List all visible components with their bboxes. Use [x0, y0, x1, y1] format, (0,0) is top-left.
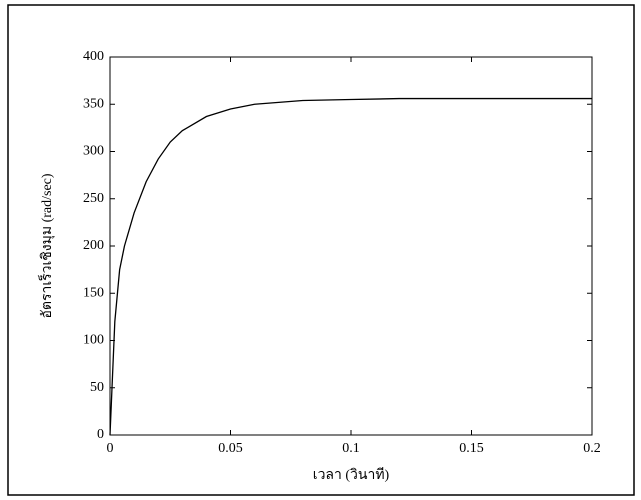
x-tick-label: 0.05 [218, 441, 243, 456]
y-tick-label: 200 [83, 238, 104, 253]
y-axis-label: อัตราเร็วเชิงมุม (rad/sec) [37, 173, 55, 318]
x-tick-label: 0 [107, 441, 114, 456]
y-tick-label: 100 [83, 333, 104, 348]
y-tick-label: 350 [83, 96, 104, 111]
x-axis-label: เวลา (วินาที) [313, 467, 390, 483]
y-tick-label: 150 [83, 285, 104, 300]
y-tick-label: 0 [97, 427, 104, 442]
x-tick-label: 0.2 [583, 441, 601, 456]
y-tick-label: 50 [90, 380, 104, 395]
x-tick-label: 0.1 [342, 441, 360, 456]
y-tick-label: 400 [83, 49, 104, 64]
frame [7, 4, 635, 496]
y-tick-label: 250 [83, 191, 104, 206]
y-tick-label: 300 [83, 144, 104, 159]
x-tick-label: 0.15 [459, 441, 484, 456]
line [109, 97, 592, 436]
